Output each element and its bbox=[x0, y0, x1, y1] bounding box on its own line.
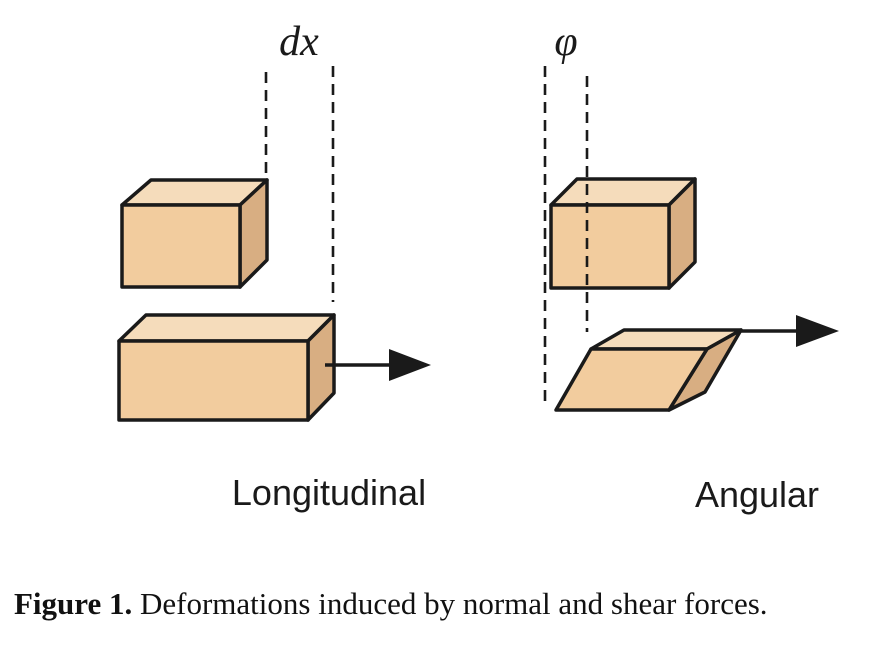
caption-text: Deformations induced by normal and shear… bbox=[132, 586, 768, 621]
stretched-block-front bbox=[117, 339, 310, 422]
shear-force-arrow bbox=[735, 315, 839, 347]
stretched-block-top bbox=[117, 313, 336, 343]
angular-panel: φ Angular bbox=[543, 19, 839, 515]
longitudinal-panel: dx Longitudinal bbox=[117, 19, 431, 513]
phi-label: φ bbox=[554, 19, 577, 65]
normal-force-arrow bbox=[325, 349, 431, 381]
original-block bbox=[120, 178, 269, 289]
original-block-front bbox=[120, 203, 242, 289]
dx-label: dx bbox=[279, 19, 319, 65]
longitudinal-label: Longitudinal bbox=[232, 472, 426, 513]
sheared-block bbox=[554, 328, 743, 412]
original-cube bbox=[549, 177, 697, 290]
original-cube-front bbox=[549, 203, 671, 290]
stretched-block bbox=[117, 313, 336, 422]
caption-number: Figure 1. bbox=[14, 586, 133, 621]
angular-label: Angular bbox=[695, 474, 819, 515]
sheared-block-front bbox=[554, 347, 709, 412]
figure-caption: Figure 1. Deformations induced by normal… bbox=[14, 586, 768, 622]
